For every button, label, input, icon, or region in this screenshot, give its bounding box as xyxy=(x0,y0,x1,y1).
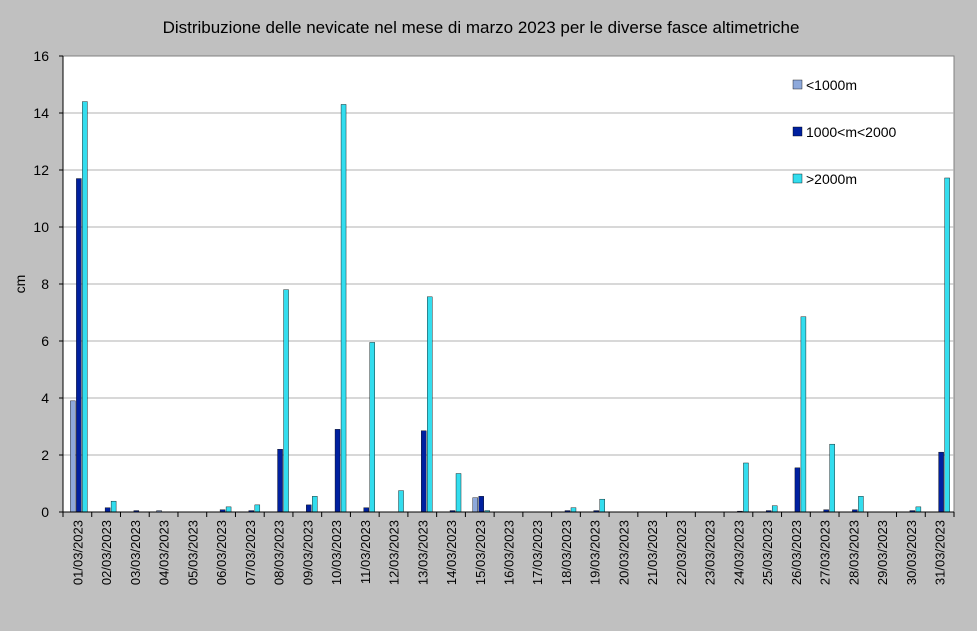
bar xyxy=(70,400,76,513)
bar xyxy=(283,289,289,513)
bar xyxy=(312,496,318,513)
bar xyxy=(421,430,427,513)
bar xyxy=(455,473,462,513)
bars xyxy=(70,101,950,513)
bar xyxy=(743,462,749,513)
x-tick-label: 18/03/2023 xyxy=(559,520,574,585)
x-tick-label: 06/03/2023 xyxy=(214,520,229,585)
bar xyxy=(427,296,433,513)
x-tick-label: 25/03/2023 xyxy=(760,520,775,585)
x-tick-label: 23/03/2023 xyxy=(703,520,718,585)
x-tick-label: 08/03/2023 xyxy=(272,520,287,585)
x-axis-ticks: 01/03/2023 02/03/2023 03/03/2023 04/03/2023… xyxy=(62,511,955,585)
legend-swatch xyxy=(792,126,803,137)
y-tick-label: 4 xyxy=(41,390,49,406)
bar xyxy=(800,316,807,513)
bar xyxy=(254,504,261,513)
bar xyxy=(570,507,577,513)
bar xyxy=(829,443,835,513)
x-tick-label: 19/03/2023 xyxy=(588,520,603,585)
x-tick-label: 24/03/2023 xyxy=(731,520,746,585)
bar xyxy=(340,104,347,513)
legend-label: >2000m xyxy=(806,171,857,187)
y-tick-label: 10 xyxy=(33,219,49,235)
x-tick-label: 15/03/2023 xyxy=(473,520,488,585)
x-tick-label: 31/03/2023 xyxy=(933,520,948,585)
x-tick-label: 12/03/2023 xyxy=(387,520,402,585)
bar xyxy=(369,342,375,513)
bar xyxy=(225,506,232,513)
bar xyxy=(334,429,341,513)
legend-swatch xyxy=(792,173,803,184)
bar xyxy=(398,490,404,513)
x-tick-label: 10/03/2023 xyxy=(329,520,344,585)
legend-swatch xyxy=(792,79,803,90)
x-tick-label: 28/03/2023 xyxy=(846,520,861,585)
y-tick-label: 6 xyxy=(41,333,49,349)
x-tick-label: 05/03/2023 xyxy=(185,520,200,585)
bar xyxy=(599,498,605,513)
x-tick-label: 26/03/2023 xyxy=(789,520,804,585)
bar xyxy=(76,178,82,513)
y-tick-label: 8 xyxy=(41,276,49,292)
x-tick-label: 02/03/2023 xyxy=(99,520,114,585)
bar xyxy=(938,451,944,513)
y-tick-label: 14 xyxy=(33,105,49,121)
bar xyxy=(472,497,478,513)
x-tick-label: 16/03/2023 xyxy=(502,520,517,585)
x-tick-label: 14/03/2023 xyxy=(444,520,459,585)
x-tick-label: 17/03/2023 xyxy=(530,520,545,585)
y-axis-ticks: 0 2 4 6 8 10 12 14 16 xyxy=(33,48,64,520)
x-tick-label: 04/03/2023 xyxy=(157,520,172,585)
x-tick-label: 11/03/2023 xyxy=(358,520,373,584)
bar xyxy=(915,506,922,513)
bar xyxy=(944,177,950,513)
legend: <1000m 1000<m<2000 >2000m xyxy=(792,77,897,187)
y-axis-title: cm xyxy=(12,275,28,294)
bar xyxy=(794,467,801,513)
x-tick-label: 22/03/2023 xyxy=(674,520,689,585)
bar xyxy=(858,496,864,513)
x-tick-label: 03/03/2023 xyxy=(128,520,143,585)
y-tick-label: 16 xyxy=(33,48,49,64)
x-tick-label: 07/03/2023 xyxy=(243,520,258,585)
legend-label: <1000m xyxy=(806,77,857,93)
bar xyxy=(771,505,778,513)
x-tick-label: 27/03/2023 xyxy=(818,520,833,585)
x-tick-label: 30/03/2023 xyxy=(904,520,919,585)
x-tick-label: 09/03/2023 xyxy=(300,520,315,585)
y-tick-label: 12 xyxy=(33,162,49,178)
bar xyxy=(110,500,117,513)
chart-title: Distribuzione delle nevicate nel mese di… xyxy=(163,18,800,37)
bar xyxy=(363,507,369,513)
bar xyxy=(104,507,111,513)
x-tick-label: 29/03/2023 xyxy=(875,520,890,585)
legend-label: 1000<m<2000 xyxy=(806,124,897,140)
x-tick-label: 20/03/2023 xyxy=(616,520,631,585)
bar xyxy=(82,101,88,513)
bar xyxy=(277,449,283,513)
y-tick-label: 0 xyxy=(41,504,49,520)
x-tick-label: 01/03/2023 xyxy=(70,520,85,585)
y-tick-label: 2 xyxy=(41,447,49,463)
x-tick-label: 21/03/2023 xyxy=(645,520,660,585)
bar xyxy=(478,496,484,513)
bar xyxy=(306,504,312,513)
x-tick-label: 13/03/2023 xyxy=(415,520,430,585)
